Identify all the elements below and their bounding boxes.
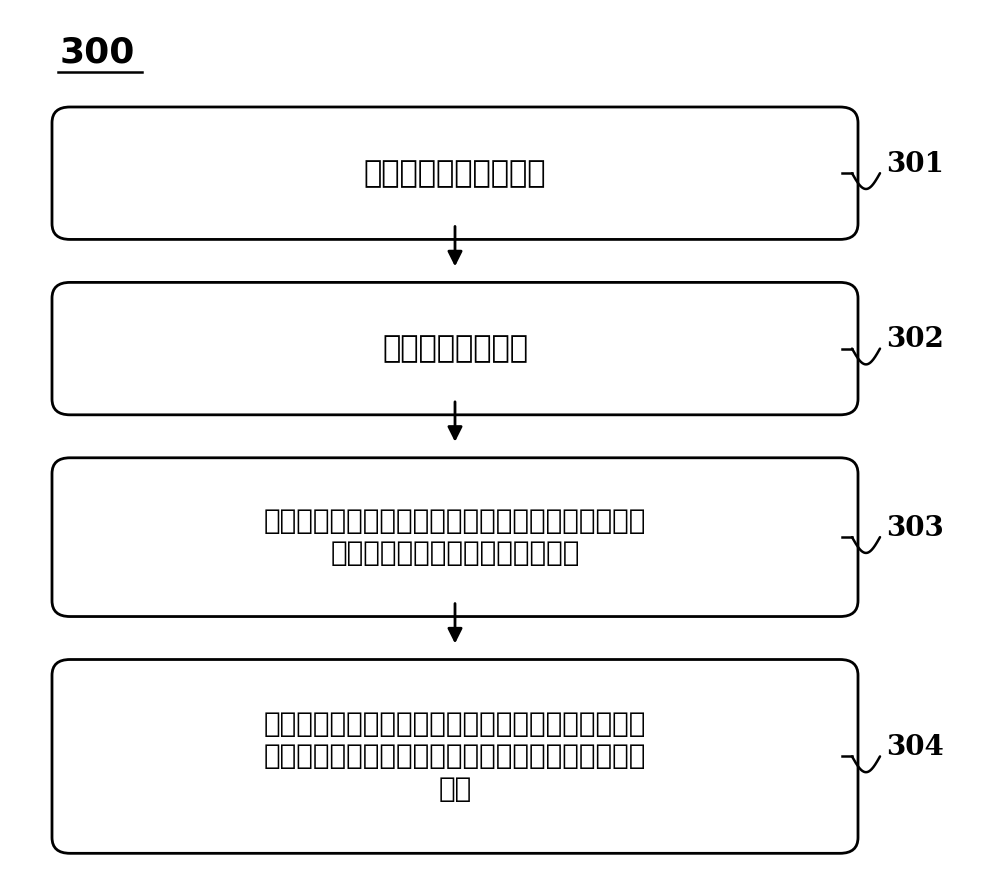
Text: 获取量子门的位置信息: 获取量子门的位置信息	[364, 159, 546, 188]
FancyBboxPatch shape	[52, 660, 858, 853]
FancyBboxPatch shape	[52, 458, 858, 617]
FancyBboxPatch shape	[52, 282, 858, 415]
Text: 302: 302	[886, 326, 944, 353]
Text: 基于该量子门的类型，确定与该量子门对应等价的子
测量模式中的所述多个操作命令的类型、数量和组合
方式: 基于该量子门的类型，确定与该量子门对应等价的子 测量模式中的所述多个操作命令的类…	[264, 710, 646, 802]
Text: 300: 300	[60, 35, 135, 69]
Text: 获取量子门的类型: 获取量子门的类型	[382, 334, 528, 363]
Text: 301: 301	[886, 151, 944, 178]
Text: 303: 303	[886, 515, 944, 542]
Text: 304: 304	[886, 734, 944, 761]
Text: 基于该量子门的位置信息，确定对应等价的子测量模
式的所述输入节点和所述输出节点: 基于该量子门的位置信息，确定对应等价的子测量模 式的所述输入节点和所述输出节点	[264, 507, 646, 567]
FancyBboxPatch shape	[52, 107, 858, 239]
